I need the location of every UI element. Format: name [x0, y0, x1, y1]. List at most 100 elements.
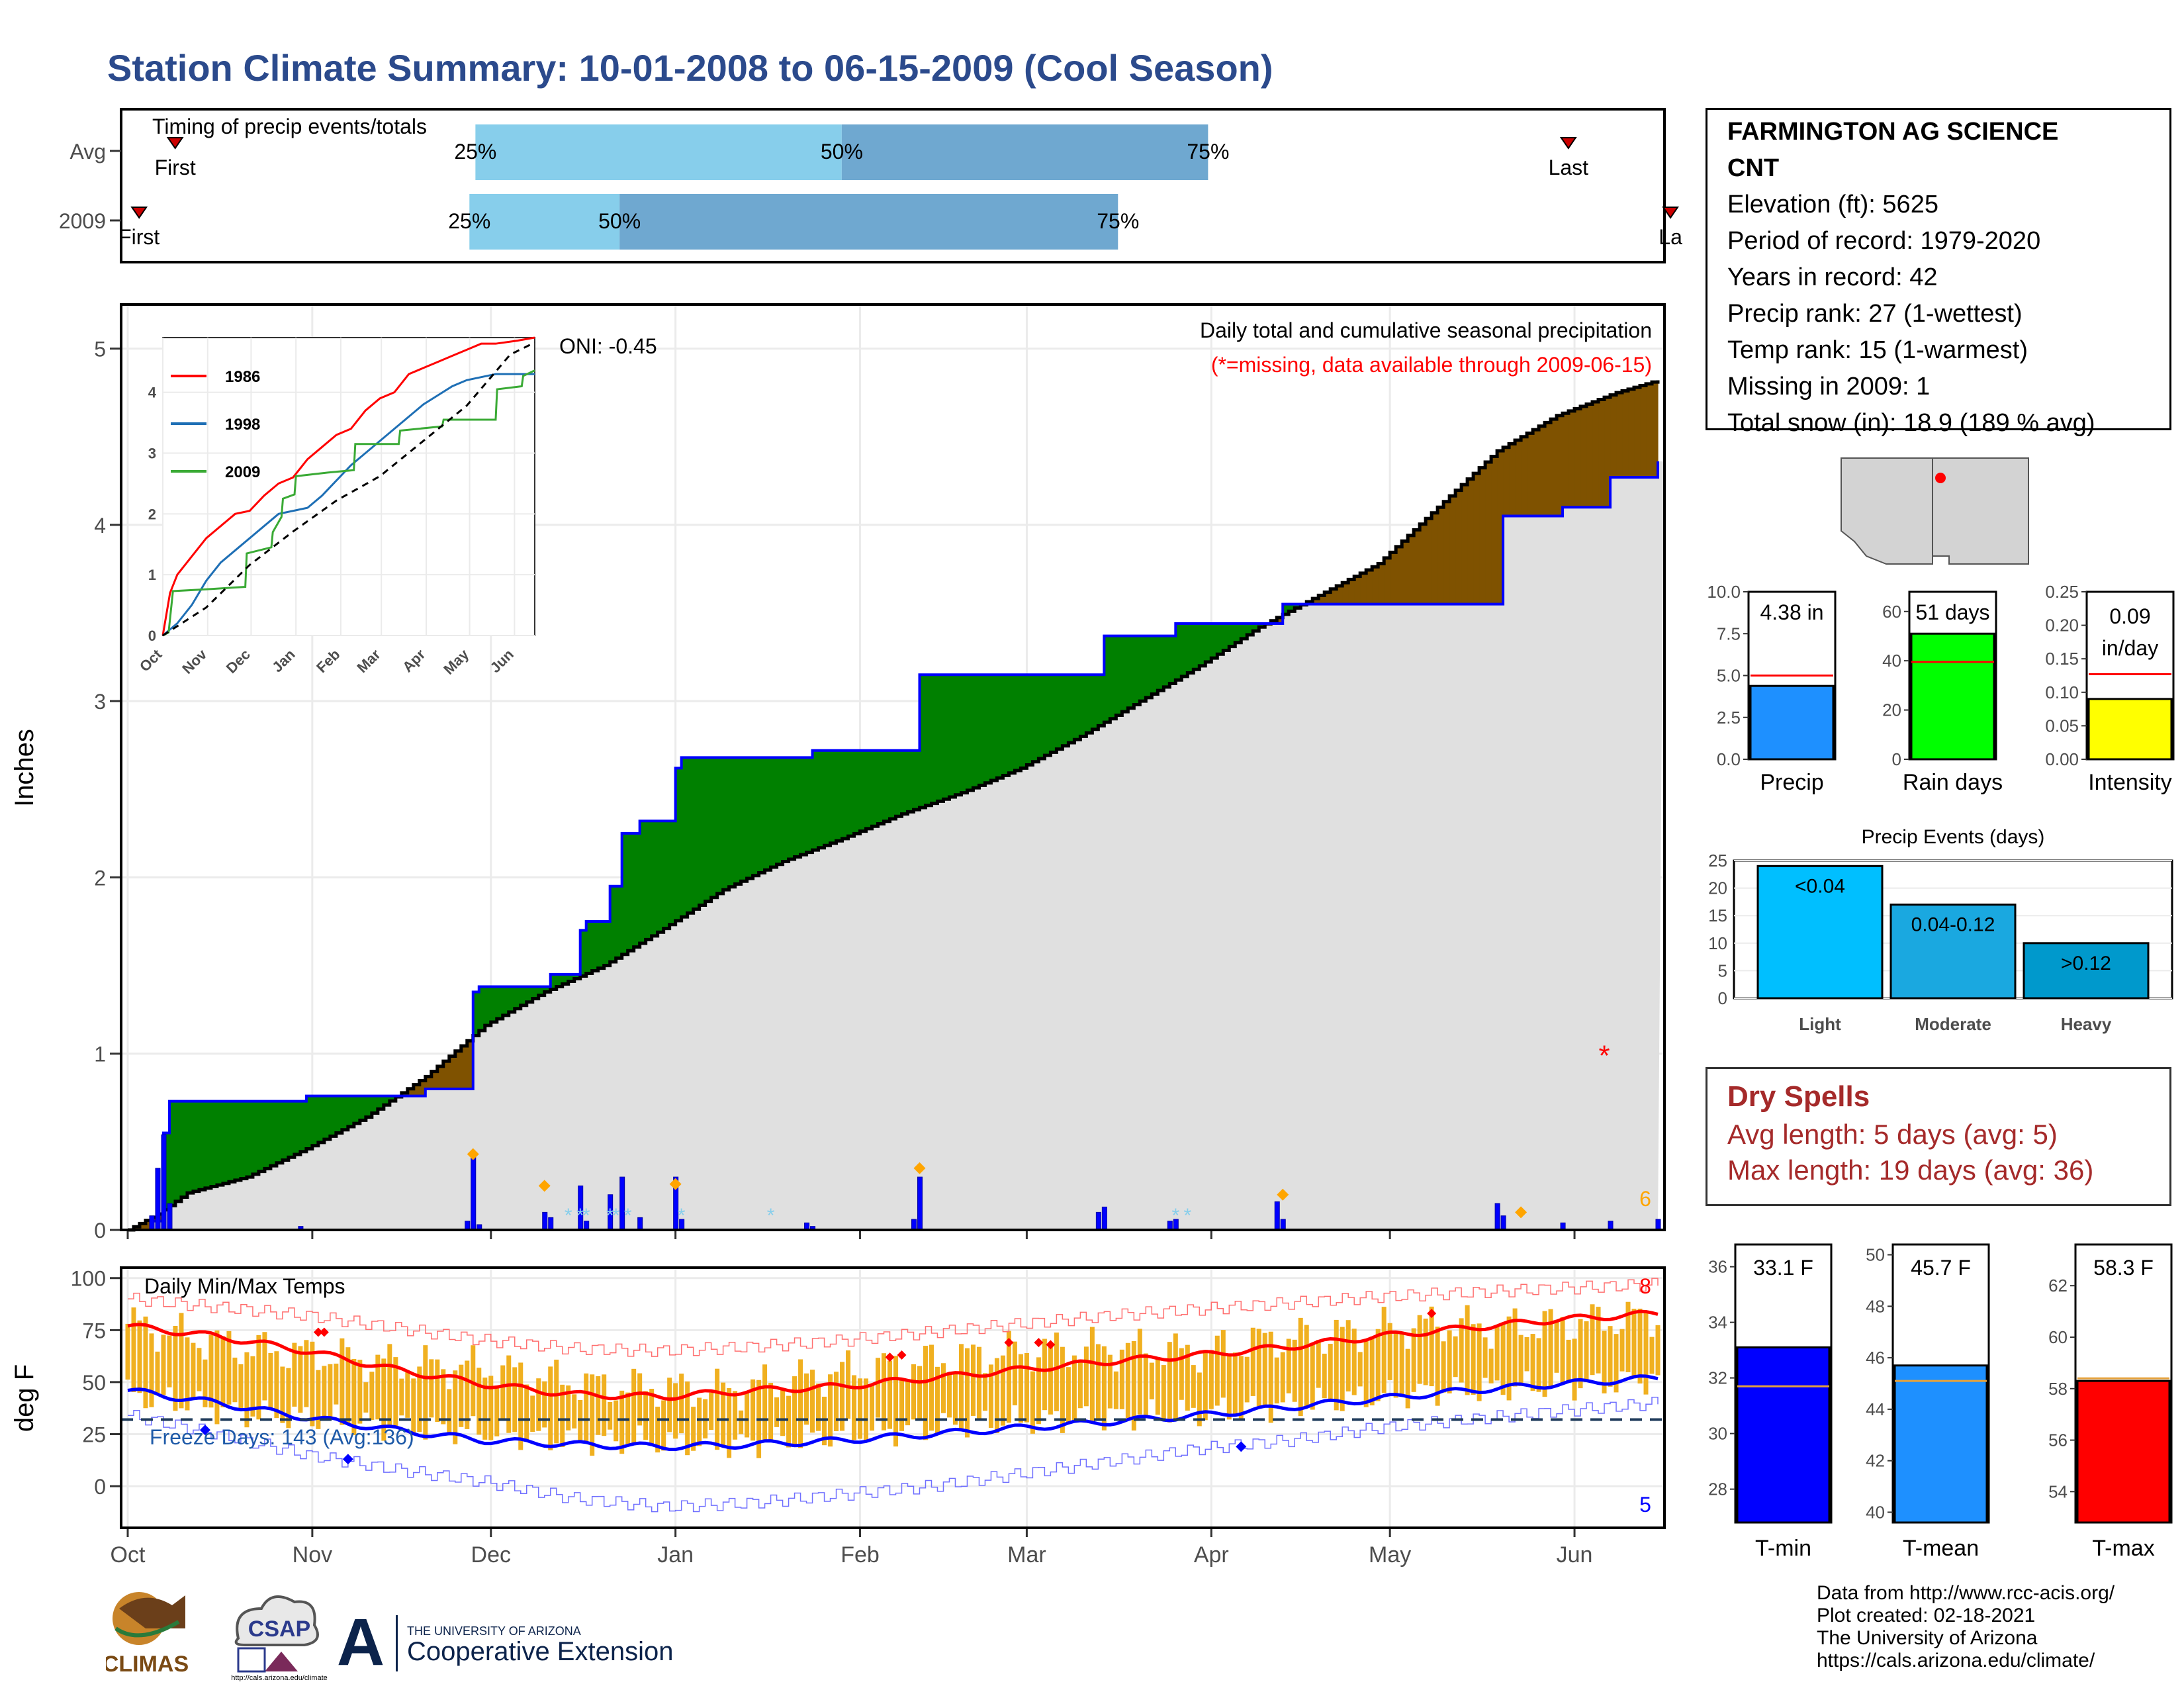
- daily-temp-bar: [191, 1342, 196, 1400]
- dry-area: [1390, 552, 1396, 604]
- timing-title: Timing of precip events/totals: [152, 115, 427, 138]
- avg-cumulative-line: [128, 380, 1660, 1232]
- summary-bar: [2087, 698, 2173, 761]
- daily-temp-bar: [1584, 1321, 1589, 1382]
- daily-temp-bar: [161, 1335, 166, 1395]
- daily-temp-bar: [733, 1391, 738, 1440]
- daily-temp-bar: [256, 1335, 261, 1420]
- wet-area: [985, 675, 992, 783]
- dry-area: [443, 1061, 450, 1089]
- snow-marker: *: [1171, 1205, 1179, 1227]
- record-low-marker: [342, 1454, 353, 1465]
- daily-temp-bar: [1631, 1309, 1637, 1379]
- summary-ytick-label: 48: [1866, 1296, 1885, 1316]
- precip-ytick-label: 3: [94, 690, 106, 714]
- daily-temp-bar: [1417, 1315, 1422, 1384]
- inset-legend-label: 2009: [225, 463, 260, 481]
- wet-area: [627, 833, 635, 951]
- daily-temp-bar: [774, 1397, 780, 1427]
- daily-temp-bar: [345, 1347, 351, 1425]
- wet-area: [216, 1101, 224, 1186]
- timing-bar-50-75: [619, 194, 1118, 250]
- daily-temp-bar: [786, 1395, 792, 1448]
- wet-area: [562, 974, 569, 984]
- temp-ylabel: deg F: [10, 1364, 39, 1432]
- wet-area: [937, 675, 944, 802]
- daily-temp-bar: [1244, 1356, 1250, 1403]
- wet-area: [1134, 635, 1140, 705]
- daily-temp-bar: [1125, 1342, 1130, 1419]
- daily-temp-bar: [596, 1376, 601, 1435]
- summary-ytick-label: 40: [1866, 1502, 1885, 1522]
- daily-temp-bar: [137, 1320, 142, 1393]
- summary-value-label: 58.3 F: [2093, 1256, 2154, 1280]
- daily-temp-bar: [1411, 1328, 1416, 1392]
- station-name-line2: CNT: [1727, 154, 1780, 182]
- daily-temp-bar: [471, 1345, 476, 1417]
- wet-area: [860, 750, 867, 831]
- wet-area: [919, 675, 927, 808]
- record-min-line: [128, 1396, 1659, 1513]
- wet-area: [675, 768, 682, 921]
- summary-ytick-label: 7.5: [1717, 624, 1741, 643]
- daily-avg-marker: [538, 1180, 551, 1192]
- daily-temp-bar: [1536, 1338, 1541, 1392]
- wet-area: [550, 974, 557, 990]
- daily-temp-bar: [1208, 1350, 1214, 1409]
- wet-area: [1128, 635, 1134, 708]
- daily-temp-bar: [679, 1374, 684, 1434]
- wet-area: [282, 1101, 289, 1160]
- daily-temp-bar: [1542, 1311, 1547, 1397]
- ua-logo: A THE UNIVERSITY OF ARIZONA Cooperative …: [337, 1605, 674, 1679]
- wet-area: [1158, 635, 1164, 691]
- inset-frame: [162, 337, 535, 636]
- daily-temp-bar: [482, 1378, 488, 1440]
- credits-data-source: Data from http://www.rcc-acis.org/: [1817, 1582, 2115, 1604]
- dry-area: [1437, 507, 1444, 604]
- page-title: Station Climate Summary: 10-01-2008 to 0…: [107, 47, 1273, 89]
- wet-area: [1187, 623, 1194, 673]
- dry-area: [1414, 530, 1420, 604]
- snow-marker: *: [1183, 1205, 1191, 1227]
- wet-area: [1295, 604, 1301, 608]
- daily-temp-bar: [465, 1360, 470, 1429]
- daily-temp-bar: [304, 1340, 309, 1407]
- daily-temp-bar: [905, 1382, 910, 1426]
- summary-bar: [1893, 1364, 1988, 1524]
- wet-area: [967, 675, 974, 790]
- daily-temp-bar: [1363, 1338, 1369, 1407]
- wet-area: [318, 1096, 325, 1143]
- temp-xtick-label: Nov: [293, 1542, 332, 1568]
- dry-area: [1616, 393, 1623, 477]
- daily-temp-bar: [203, 1359, 208, 1407]
- summary-ytick-label: 46: [1866, 1348, 1885, 1368]
- dry-area: [1467, 479, 1474, 604]
- avg-min-line: [127, 1374, 1659, 1452]
- dry-area: [1497, 451, 1504, 604]
- daily-temp-bar: [1625, 1301, 1631, 1372]
- events-ytick-label: 20: [1708, 878, 1727, 898]
- record-high-count: 8: [1639, 1274, 1651, 1298]
- timing-pct-label: 50%: [821, 140, 863, 164]
- dry-area: [1277, 617, 1283, 624]
- wet-area: [812, 750, 819, 851]
- wet-area: [163, 1133, 170, 1210]
- climas-text: CLIMAS: [106, 1652, 189, 1677]
- wet-area: [473, 992, 480, 1036]
- timing-row-label: 2009: [59, 209, 106, 233]
- daily-temp-bar: [506, 1355, 512, 1433]
- daily-temp-bar: [214, 1330, 220, 1425]
- daily-temp-bar: [1488, 1348, 1494, 1383]
- wet-area: [526, 986, 533, 1002]
- wet-area: [1223, 623, 1230, 651]
- daily-temp-bar: [1024, 1352, 1029, 1423]
- daily-temp-bar: [709, 1392, 714, 1430]
- wet-area: [300, 1101, 307, 1152]
- wet-area: [1241, 623, 1248, 639]
- summary-ytick-label: 60: [1882, 602, 1901, 622]
- dry-area: [455, 1051, 462, 1089]
- daily-temp-bar: [1614, 1334, 1619, 1393]
- dry-area: [1628, 389, 1635, 477]
- daily-temp-bar: [1191, 1365, 1196, 1408]
